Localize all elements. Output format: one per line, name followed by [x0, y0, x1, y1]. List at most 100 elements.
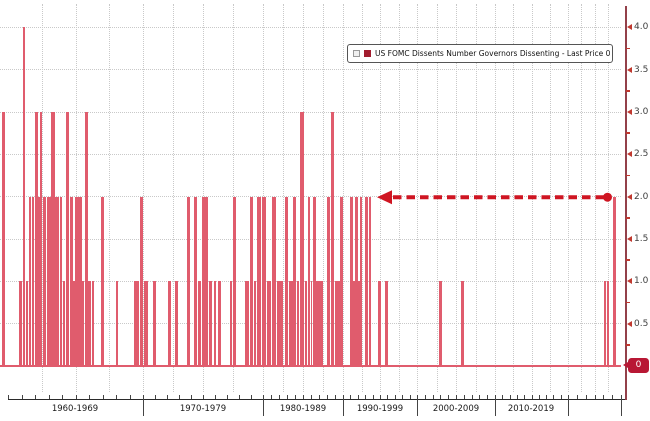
bar: [168, 281, 171, 366]
y-minor-tick: [626, 47, 630, 50]
bar: [334, 281, 340, 366]
bar: [385, 281, 388, 366]
bar: [38, 196, 40, 366]
y-tick-label: 2.5: [634, 149, 649, 160]
bar: [59, 196, 62, 366]
x-year-tick: [227, 395, 228, 399]
bar: [276, 281, 283, 366]
y-minor-tick: [626, 174, 630, 177]
x-year-tick: [102, 395, 104, 399]
bar: [606, 281, 609, 366]
y-tick-label: 3.5: [634, 64, 649, 75]
bar: [91, 281, 94, 366]
x-year-tick: [143, 395, 144, 399]
legend-series-label: US FOMC Dissents Number Governors Dissen…: [375, 49, 611, 58]
badge-pointer-icon: [623, 361, 628, 368]
decade-label: 2010-2019: [507, 404, 555, 414]
decade-divider: [568, 399, 569, 416]
x-year-tick: [48, 395, 50, 399]
legend-checkbox-icon[interactable]: [353, 50, 360, 57]
x-year-tick: [524, 395, 526, 399]
bar: [29, 196, 31, 366]
bar: [312, 196, 316, 366]
bar: [62, 281, 65, 366]
bar: [245, 281, 249, 366]
x-year-tick: [239, 395, 240, 399]
bar: [288, 281, 293, 366]
bar: [304, 281, 307, 366]
x-year-tick: [179, 395, 180, 399]
bar: [115, 281, 118, 366]
decade-label: 1990-1999: [356, 404, 404, 414]
h-gridline: [0, 196, 621, 198]
x-year-tick: [576, 395, 578, 399]
decade-divider: [343, 399, 344, 416]
x-year-tick: [621, 395, 622, 399]
bar: [266, 281, 271, 366]
v-gridline: [109, 4, 111, 392]
v-gridline: [173, 4, 174, 392]
bar: [327, 196, 330, 366]
x-year-tick: [440, 395, 442, 399]
decade-label: 1960-1969: [51, 404, 99, 414]
bar: [320, 281, 323, 366]
bar: [69, 196, 73, 366]
x-year-tick: [409, 395, 411, 399]
x-year-tick: [89, 395, 90, 399]
bar: [143, 281, 148, 366]
bar: [55, 196, 59, 366]
legend[interactable]: US FOMC Dissents Number Governors Dissen…: [347, 44, 613, 63]
bar: [253, 281, 256, 366]
zero-baseline: [0, 365, 621, 367]
x-year-tick: [456, 395, 457, 399]
bar: [46, 196, 51, 366]
bar: [2, 112, 5, 366]
bar: [65, 112, 69, 366]
y-tick-arrow-icon: [627, 109, 632, 116]
x-year-tick: [432, 395, 434, 399]
bar: [299, 112, 304, 366]
x-year-tick: [263, 395, 264, 399]
x-year-tick: [35, 395, 36, 399]
bar: [218, 281, 221, 366]
bar: [205, 196, 208, 366]
bar: [296, 281, 299, 366]
bar: [353, 281, 355, 366]
bar: [152, 281, 156, 366]
x-year-tick: [402, 395, 404, 399]
bar: [307, 196, 310, 366]
x-year-tick: [448, 395, 450, 399]
bar: [88, 281, 91, 366]
h-gridline: [0, 153, 621, 155]
bar: [232, 196, 236, 366]
x-year-tick: [509, 395, 511, 399]
x-year-tick: [585, 395, 587, 399]
x-year-tick: [335, 395, 336, 399]
bar: [139, 196, 143, 366]
bar: [75, 196, 82, 366]
x-year-tick: [311, 395, 312, 399]
x-year-tick: [471, 395, 473, 399]
y-tick-arrow-icon: [627, 193, 632, 200]
x-year-tick: [203, 395, 204, 399]
y-tick-label: 1.5: [634, 234, 649, 245]
x-year-tick: [387, 395, 389, 399]
bar: [438, 281, 442, 366]
x-year-tick: [424, 395, 426, 399]
x-year-tick: [538, 395, 540, 399]
x-year-tick: [8, 395, 9, 399]
x-year-tick: [531, 395, 533, 399]
x-year-tick: [75, 395, 77, 399]
decade-label: 2000-2009: [432, 404, 480, 414]
x-year-tick: [129, 395, 131, 399]
h-gridline: [0, 111, 621, 113]
bar: [198, 281, 201, 366]
decade-divider: [263, 399, 264, 416]
bar: [613, 196, 616, 366]
bar: [460, 281, 464, 366]
v-gridline: [343, 4, 344, 392]
decade-label: 1980-1989: [279, 404, 327, 414]
y-tick-arrow-icon: [627, 236, 632, 243]
bar: [316, 281, 320, 366]
